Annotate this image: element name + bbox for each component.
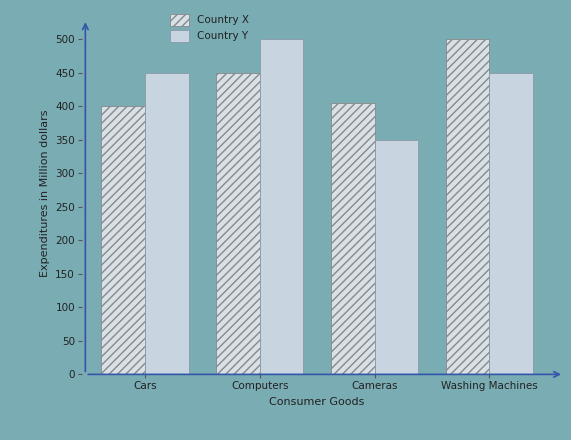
Bar [331, 103, 375, 374]
X-axis label: Consumer Goods: Consumer Goods [270, 397, 365, 407]
Bar [260, 40, 303, 374]
Bar [446, 40, 489, 374]
Bar [216, 73, 260, 374]
Bar [102, 106, 145, 374]
Bar [489, 73, 533, 374]
Bar [145, 73, 188, 374]
Legend: Country X, Country Y: Country X, Country Y [167, 11, 252, 45]
Y-axis label: Expenditures in Million dollars: Expenditures in Million dollars [39, 110, 50, 277]
Bar [375, 140, 418, 374]
